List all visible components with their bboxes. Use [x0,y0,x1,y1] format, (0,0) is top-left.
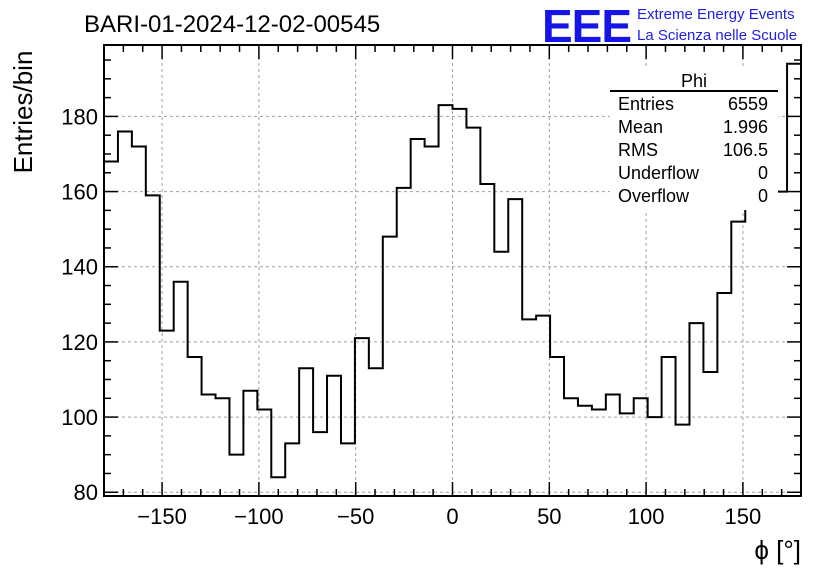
histogram-bin [313,432,327,496]
histogram-bin [480,184,494,496]
histogram-bin [453,109,467,496]
y-tick-label: 80 [74,480,98,505]
logo-line-2: La Scienza nelle Scuole [637,27,797,44]
y-tick-label: 120 [61,330,98,355]
stats-label-overflow: Overflow [618,186,690,206]
histogram-bin [439,105,453,496]
histogram-bin [550,357,564,496]
histogram-bin [662,357,676,496]
histogram-bin [355,338,369,496]
x-tick-label: 0 [446,504,458,529]
histogram-line [104,62,801,479]
stats-value-underflow: 0 [758,163,768,183]
histogram-bin [411,139,425,496]
histogram-bin [104,162,118,496]
logo-line-1: Extreme Energy Events [637,6,795,23]
x-tick-label: −150 [137,504,187,529]
stats-label-underflow: Underflow [618,163,700,183]
stats-box: Phi Entries 6559 Mean 1.996 RMS 106.5 Un… [610,68,778,210]
histogram-bin [620,413,634,496]
histogram-bin [229,455,243,496]
histogram-bin [606,395,620,496]
x-axis-title: ϕ [°] [754,535,801,565]
axes: −150 −100 −50 0 50 100 150 80 100 120 140 160 180 [61,44,802,529]
histogram-bin [160,331,174,496]
x-tick-label: −50 [337,504,374,529]
chart-title: BARI-01-2024-12-02-00545 [84,11,380,38]
histogram-bin [536,316,550,496]
histogram-bin [787,64,801,496]
histogram-bin [592,410,606,496]
x-tick-label: 50 [537,504,561,529]
x-tick-label: 150 [725,504,762,529]
histogram-bin [494,252,508,496]
histogram-bin [397,188,411,496]
histogram-bin [508,199,522,496]
histogram-bin [466,128,480,496]
y-tick-label: 140 [61,255,98,280]
histogram-bin [689,323,703,496]
histogram-bin [174,282,188,496]
histogram-bin [243,391,257,496]
x-tick-label: 100 [628,504,665,529]
stats-title: Phi [681,71,707,91]
stats-label-entries: Entries [618,94,674,114]
histogram-bin [146,195,160,496]
histogram-bin [522,319,536,496]
y-tick-label: 100 [61,405,98,430]
y-tick-label: 160 [61,180,98,205]
histogram-bin [369,368,383,496]
stats-value-overflow: 0 [758,186,768,206]
histogram-bin [578,406,592,496]
histogram-bin [118,131,132,496]
histogram-bin [216,398,230,496]
y-axis-title: Entries/bin [8,51,38,174]
histogram-bin [773,192,787,496]
histogram-bin [188,357,202,496]
stats-value-rms: 106.5 [723,140,768,160]
stats-label-rms: RMS [618,140,658,160]
stats-value-mean: 1.996 [723,117,768,137]
histogram-bin [648,417,662,496]
histogram-bin [285,443,299,496]
histogram-bin [703,372,717,496]
histogram-bin [132,146,146,496]
histogram-bin [564,398,578,496]
histogram-bin [299,368,313,496]
histogram-bin [717,293,731,496]
histogram-bin [341,443,355,496]
histogram-bin [634,398,648,496]
eee-logo: EEE [542,0,631,52]
y-tick-label: 180 [61,104,98,129]
histogram-bin [759,192,773,496]
histogram-bin [676,425,690,496]
x-tick-label: −100 [234,504,284,529]
histogram-bin [731,222,745,496]
histogram-bin [425,146,439,496]
histogram-bin [383,237,397,496]
histogram-bin [327,376,341,496]
stats-label-mean: Mean [618,117,663,137]
histogram-bin [202,395,216,496]
histogram-series [104,62,801,496]
stats-value-entries: 6559 [728,94,768,114]
